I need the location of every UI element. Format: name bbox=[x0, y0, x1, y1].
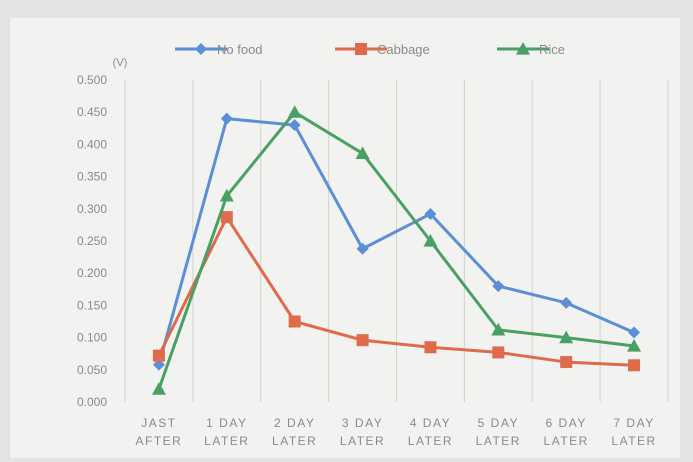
legend-marker bbox=[355, 43, 367, 55]
y-tick-label: 0.450 bbox=[77, 105, 107, 119]
data-point bbox=[356, 334, 369, 347]
y-tick-label: 0.100 bbox=[77, 331, 107, 345]
data-point bbox=[560, 356, 573, 369]
data-point bbox=[491, 322, 506, 336]
chart-panel bbox=[10, 18, 680, 458]
y-tick-label: 0.000 bbox=[77, 395, 107, 409]
data-point bbox=[628, 326, 641, 339]
x-tick-label: JAST bbox=[141, 416, 176, 430]
data-point bbox=[355, 146, 370, 160]
x-tick-label: LATER bbox=[340, 434, 385, 448]
x-tick-label: LATER bbox=[544, 434, 589, 448]
x-tick-label: AFTER bbox=[136, 434, 183, 448]
y-tick-label: 0.350 bbox=[77, 170, 107, 184]
data-point bbox=[288, 315, 301, 328]
x-tick-label: 4 DAY bbox=[410, 416, 451, 430]
data-point bbox=[219, 188, 234, 202]
x-tick-label: 7 DAY bbox=[613, 416, 654, 430]
data-point bbox=[152, 349, 165, 362]
data-point bbox=[424, 207, 437, 220]
x-tick-label: LATER bbox=[476, 434, 521, 448]
data-point bbox=[628, 359, 641, 372]
series-line bbox=[157, 215, 635, 367]
y-tick-label: 0.300 bbox=[77, 202, 107, 216]
data-point bbox=[356, 242, 369, 255]
data-point bbox=[287, 105, 302, 118]
x-tick-label: 5 DAY bbox=[478, 416, 519, 430]
x-tick-label: 2 DAY bbox=[274, 416, 315, 430]
legend-label: Rice bbox=[539, 42, 565, 57]
data-point bbox=[627, 338, 642, 352]
y-tick-label: 0.150 bbox=[77, 298, 107, 312]
x-tick-label: 6 DAY bbox=[546, 416, 587, 430]
series-line bbox=[157, 110, 635, 390]
y-tick-label: 0.400 bbox=[77, 137, 107, 151]
x-tick-label: LATER bbox=[611, 434, 656, 448]
y-tick-label: 0.500 bbox=[77, 73, 107, 87]
data-point bbox=[288, 119, 301, 132]
data-point bbox=[424, 341, 437, 354]
y-tick-label: 0.200 bbox=[77, 266, 107, 280]
data-point bbox=[560, 296, 573, 309]
data-point bbox=[220, 112, 233, 125]
data-point bbox=[151, 382, 166, 395]
y-tick-label: 0.050 bbox=[77, 363, 107, 377]
x-tick-label: LATER bbox=[408, 434, 453, 448]
y-unit-label: (V) bbox=[113, 57, 128, 69]
data-point bbox=[220, 211, 233, 224]
data-point bbox=[152, 358, 165, 371]
x-tick-label: LATER bbox=[272, 434, 317, 448]
data-point bbox=[492, 280, 505, 293]
legend-marker bbox=[516, 42, 530, 55]
x-tick-label: LATER bbox=[204, 434, 249, 448]
data-point bbox=[492, 346, 505, 359]
data-point bbox=[559, 330, 574, 344]
legend-label: Cabbage bbox=[377, 42, 430, 57]
x-tick-label: 1 DAY bbox=[206, 416, 247, 430]
legend-marker bbox=[195, 43, 207, 55]
x-tick-label: 3 DAY bbox=[342, 416, 383, 430]
legend-label: No food bbox=[217, 42, 263, 57]
data-point bbox=[423, 234, 438, 247]
series-line bbox=[157, 117, 635, 366]
y-tick-label: 0.250 bbox=[77, 234, 107, 248]
